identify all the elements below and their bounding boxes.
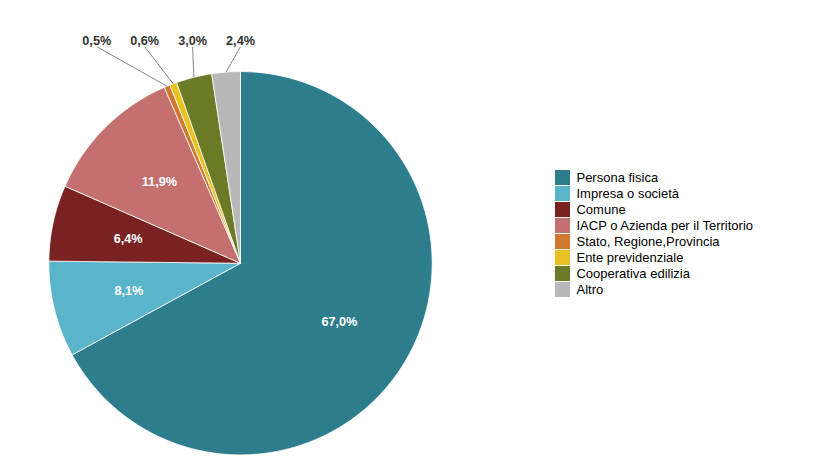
svg-text:0,5%: 0,5%: [82, 34, 111, 48]
html-text:Cooperativa edilizia: Cooperativa edilizia: [576, 265, 690, 281]
svg-text:0,6%: 0,6%: [130, 34, 159, 48]
svg-text:67,0%: 67,0%: [321, 315, 357, 329]
html-text:Altro: Altro: [576, 281, 604, 297]
html-text:Stato, Regione,Provincia: Stato, Regione,Provincia: [576, 233, 720, 249]
html-text:Persona fisica: Persona fisica: [576, 169, 659, 185]
svg-text:3,0%: 3,0%: [178, 34, 207, 48]
svg-text:8,1%: 8,1%: [114, 284, 143, 298]
svg-text:6,4%: 6,4%: [114, 232, 143, 246]
html-text:Comune: Comune: [576, 201, 626, 217]
html-text:Ente previdenziale: Ente previdenziale: [576, 249, 684, 265]
html-text:Impresa o società: Impresa o società: [576, 185, 680, 201]
svg-text:2,4%: 2,4%: [226, 34, 255, 48]
html-text:IACP o Azienda per il Territor: IACP o Azienda per il Territorio: [576, 217, 753, 233]
svg-text:11,9%: 11,9%: [142, 175, 177, 189]
